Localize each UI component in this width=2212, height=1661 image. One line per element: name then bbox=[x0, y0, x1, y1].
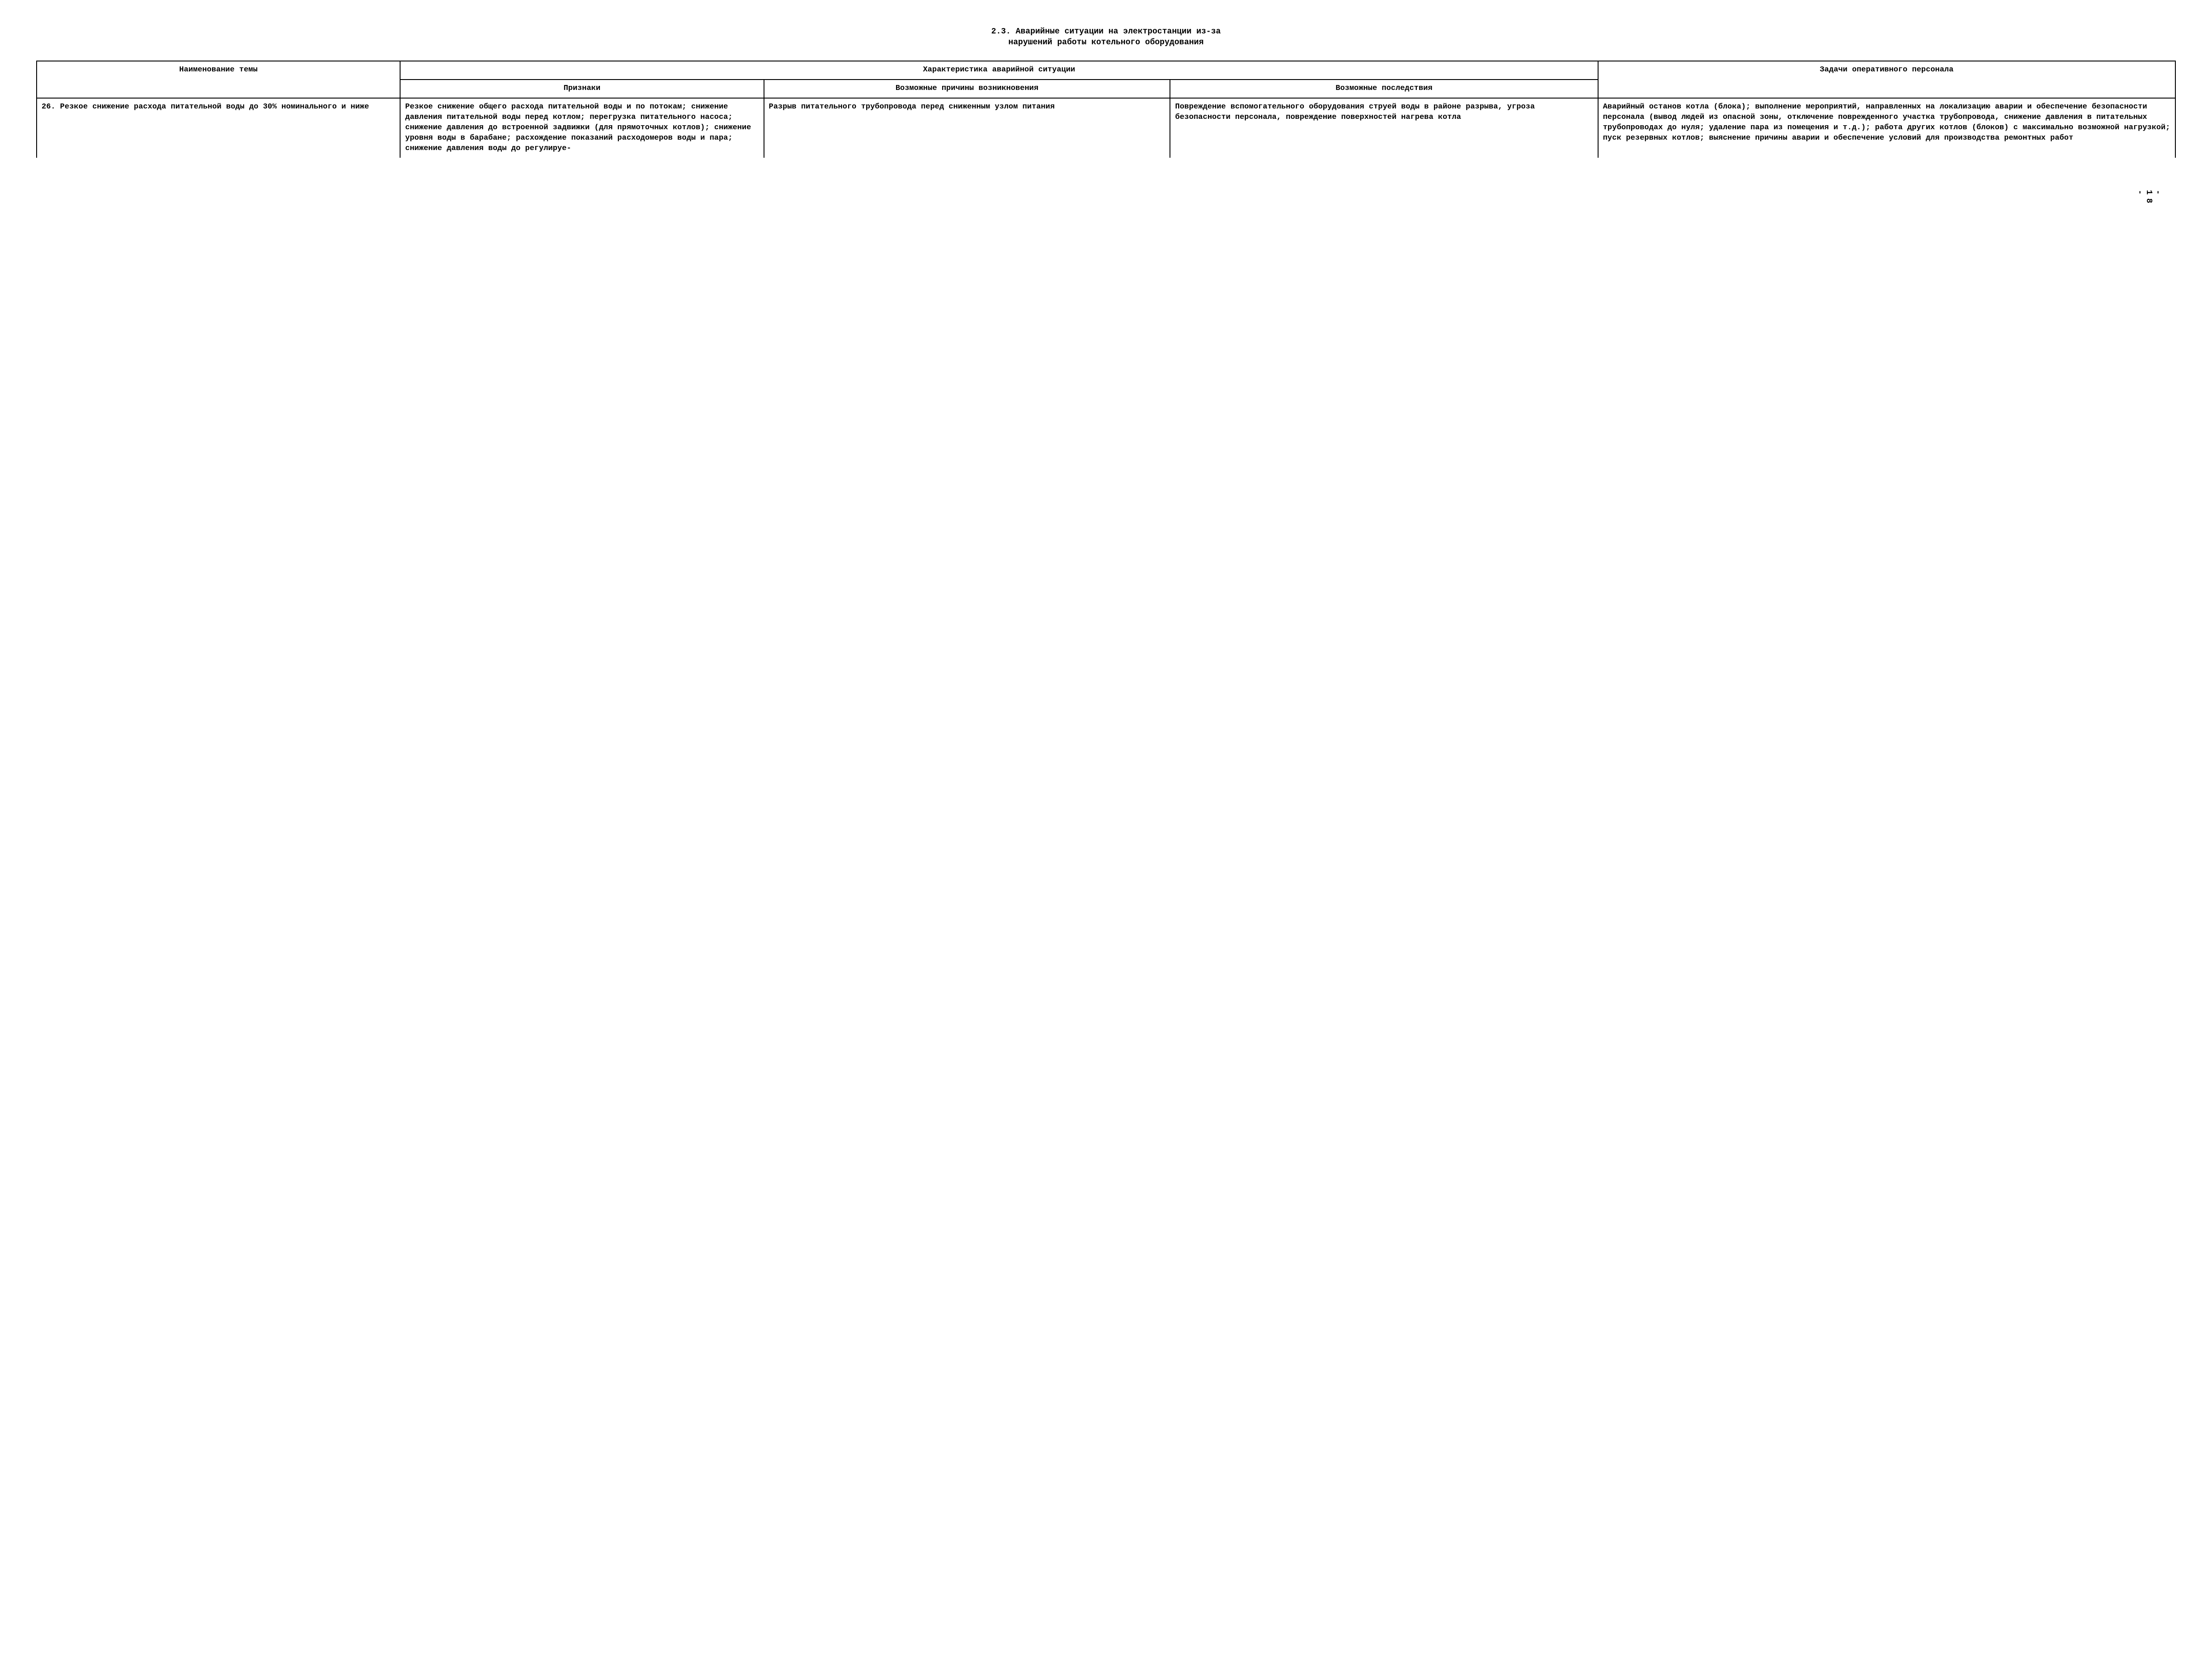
page-number: - 18 - bbox=[2135, 190, 2162, 207]
cell-tasks: Аварийный останов котла (блока); вы­полн… bbox=[1598, 98, 2175, 158]
header-topic-name: Наименование темы bbox=[37, 61, 400, 98]
table-header-row-1: Наименование темы Характеристика аварийн… bbox=[37, 61, 2175, 80]
header-tasks: Задачи оперативного персонала bbox=[1598, 61, 2175, 98]
cell-causes: Разрыв питатель­ного трубопрово­да перед… bbox=[764, 98, 1170, 158]
cell-topic: 26. Резкое сни­жение расхода питательной… bbox=[37, 98, 400, 158]
cell-signs: Резкое сниже­ние общего рас­хода питател… bbox=[400, 98, 764, 158]
header-characteristic-group: Характеристика аварийной ситуации bbox=[400, 61, 1598, 80]
header-causes: Возможные причины возникновения bbox=[764, 80, 1170, 98]
header-consequences: Возможные последствия bbox=[1170, 80, 1598, 98]
header-signs: Признаки bbox=[400, 80, 764, 98]
section-heading-line2: нарушений работы котельного оборудования bbox=[36, 38, 2176, 47]
table-row: 26. Резкое сни­жение расхода питательной… bbox=[37, 98, 2175, 158]
cell-consequences: Повреждение вспо­могательного обо­рудова… bbox=[1170, 98, 1598, 158]
emergency-situations-table: Наименование темы Характеристика аварийн… bbox=[36, 61, 2176, 158]
section-heading-line1: 2.3. Аварийные ситуации на электростанци… bbox=[36, 27, 2176, 36]
